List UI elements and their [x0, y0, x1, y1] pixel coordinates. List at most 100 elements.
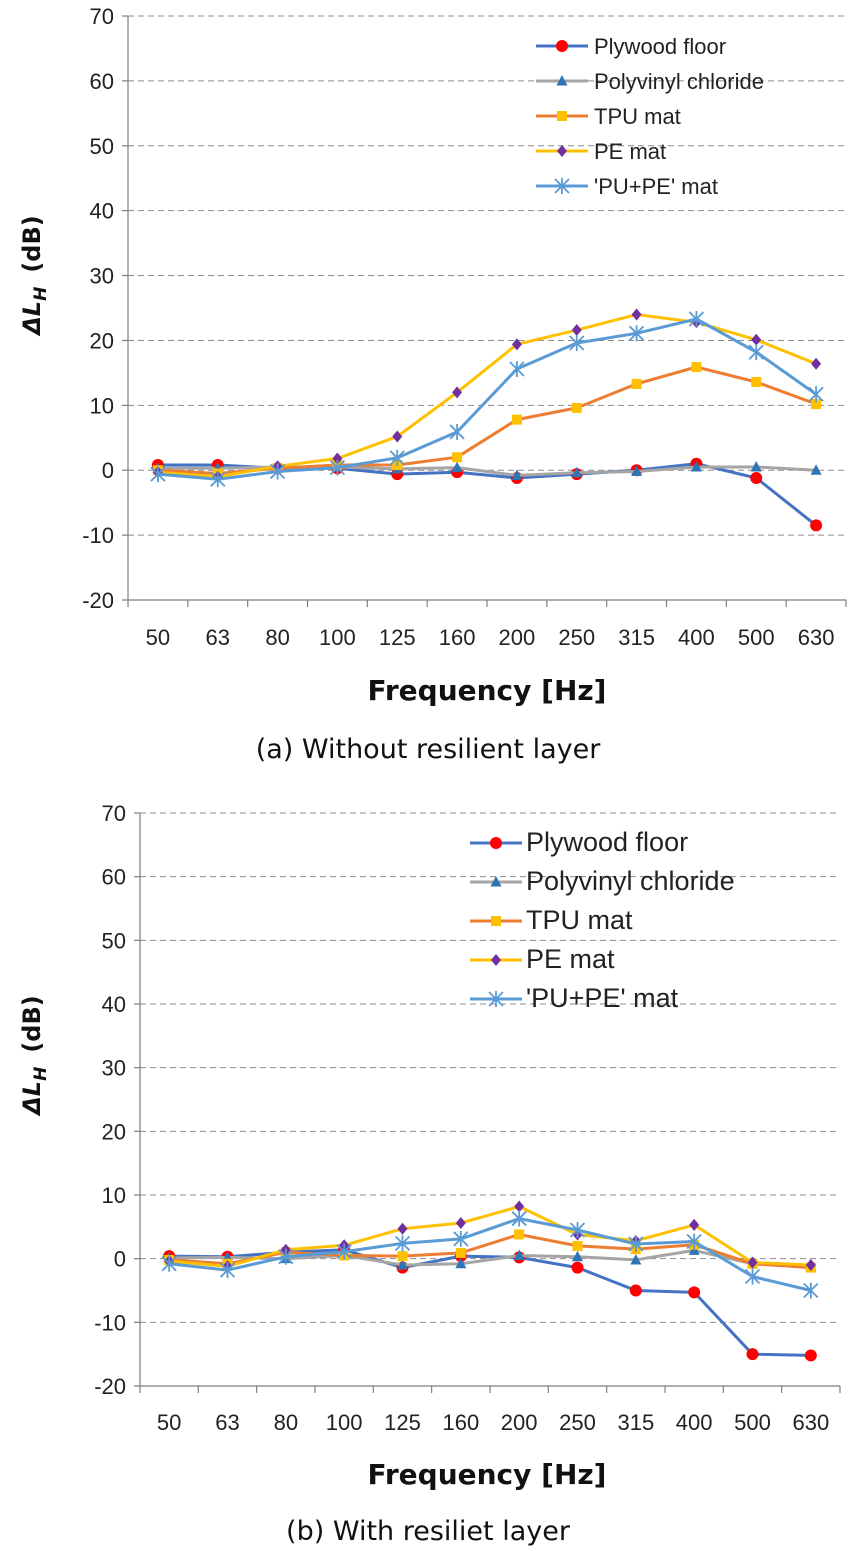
data-point-tpu-mat	[572, 1240, 583, 1251]
y-tick-label: 30	[90, 264, 114, 289]
data-point-polyvinyl-chloride	[511, 469, 523, 480]
legend-label: Polyvinyl chloride	[526, 866, 735, 896]
legend-label: PE mat	[594, 139, 666, 164]
data-point-tpu-mat	[691, 362, 702, 373]
data-point-tpu-mat	[811, 399, 822, 410]
data-point-pu-pe-mat	[210, 471, 226, 488]
x-tick-label: 315	[618, 625, 655, 650]
data-point-polyvinyl-chloride	[690, 460, 702, 472]
chart-b-x-tick-labels: 50 63 80 100 125 160 200 250 315 400 500 630	[157, 1410, 829, 1435]
x-tick-label: 500	[734, 1410, 771, 1435]
x-tick-label: 50	[146, 625, 170, 650]
series-pu-pe-mat	[150, 311, 824, 488]
legend-label: TPU mat	[526, 905, 633, 935]
chart-b-series	[161, 1200, 819, 1362]
y-tick-label: 30	[102, 1056, 126, 1081]
x-tick-label: 400	[678, 625, 715, 650]
legend-label: Plywood floor	[526, 827, 688, 857]
data-point-pu-pe-mat	[569, 335, 585, 352]
chart-b-plot-area	[140, 813, 840, 1386]
data-point-tpu-mat	[571, 402, 582, 413]
chart-a-y-axis-title: ΔLH (dB)	[18, 215, 51, 337]
chart-b-y-axis-title-main: ΔL	[18, 1081, 46, 1117]
data-point-pe-mat	[571, 324, 582, 337]
chart-a-x-tick-labels: 50 63 80 100 125 160 200 250 315 400 500 630	[146, 625, 835, 650]
chart-a-plot-area	[128, 16, 846, 600]
data-point-polyvinyl-chloride	[571, 466, 583, 478]
data-point-pu-pe-mat	[744, 1268, 761, 1285]
legend-label: PE mat	[526, 944, 615, 974]
data-point-pu-pe-mat	[509, 360, 525, 377]
data-point-pu-pe-mat	[449, 423, 465, 440]
chart-a-caption: (a) Without resilient layer	[256, 734, 602, 765]
chart-a-axes	[122, 15, 847, 607]
legend-label: TPU mat	[594, 104, 681, 129]
y-tick-label: -10	[94, 1310, 126, 1335]
chart-a-legend: Plywood floor Polyvinyl chloride TPU mat PE…	[536, 34, 764, 199]
data-point-tpu-mat	[452, 452, 463, 463]
y-tick-label: 40	[102, 992, 126, 1017]
legend-item-pe-mat: PE mat	[536, 139, 666, 164]
chart-b-caption: (b) With resiliet layer	[286, 1516, 571, 1547]
x-tick-label: 200	[501, 1410, 538, 1435]
chart-b: -20 -10 0 10 20 30 40 50 60 70 50 63 80 100 125 160 200…	[18, 801, 841, 1547]
y-tick-label: 70	[102, 801, 126, 826]
legend-item-polyvinyl-chloride: Polyvinyl chloride	[470, 866, 735, 896]
x-tick-label: 250	[559, 1410, 596, 1435]
chart-b-y-tick-labels: -20 -10 0 10 20 30 40 50 60 70	[94, 801, 126, 1399]
y-tick-label: 0	[114, 1247, 126, 1272]
data-point-plywood-floor	[629, 1284, 642, 1297]
data-point-pu-pe-mat	[569, 1222, 586, 1239]
data-point-polyvinyl-chloride	[513, 1249, 525, 1260]
chart-b-y-axis-title: ΔLH (dB)	[18, 995, 51, 1117]
legend-label: Plywood floor	[594, 34, 726, 59]
data-point-pu-pe-mat	[336, 1243, 352, 1260]
y-tick-label: 50	[102, 928, 126, 953]
data-point-tpu-mat	[511, 414, 522, 425]
data-point-pu-pe-mat	[808, 386, 824, 403]
data-point-pe-mat	[689, 1218, 700, 1231]
y-tick-label: 60	[90, 69, 114, 94]
data-point-plywood-floor	[688, 1286, 701, 1299]
data-point-pe-mat	[452, 386, 463, 399]
y-tick-label: 70	[90, 4, 114, 29]
x-tick-label: 500	[738, 625, 775, 650]
legend-swatch-marker	[557, 111, 567, 121]
chart-a-y-tick-labels: -20 -10 0 10 20 30 40 50 60 70	[82, 4, 114, 613]
x-tick-label: 63	[215, 1410, 239, 1435]
y-tick-label: 20	[90, 328, 114, 353]
chart-a-x-axis-title: Frequency [Hz]	[368, 674, 607, 707]
x-tick-label: 400	[676, 1410, 713, 1435]
data-point-pe-mat	[397, 1222, 408, 1235]
x-tick-label: 100	[319, 625, 356, 650]
x-tick-label: 100	[326, 1410, 363, 1435]
data-point-pu-pe-mat	[278, 1248, 294, 1265]
data-point-polyvinyl-chloride	[750, 460, 762, 472]
data-point-tpu-mat	[631, 378, 642, 389]
chart-b-y-axis-title-unit: (dB)	[18, 995, 46, 1052]
data-point-tpu-mat	[514, 1229, 525, 1240]
data-point-pu-pe-mat	[394, 1235, 411, 1252]
legend-label: 'PU+PE' mat	[594, 174, 718, 199]
legend-swatch-marker	[491, 954, 501, 966]
y-tick-label: -10	[82, 523, 114, 548]
chart-b-x-axis-title: Frequency [Hz]	[368, 1458, 607, 1491]
data-point-plywood-floor	[571, 1261, 584, 1274]
chart-a-y-axis-title-unit: (dB)	[18, 215, 46, 272]
data-point-tpu-mat	[455, 1247, 466, 1258]
chart-a-y-axis-title-main: ΔL	[18, 301, 46, 337]
chart-a: -20 -10 0 10 20 30 40 50 60 70 50 63 80 100 125 160 200…	[18, 4, 847, 765]
data-point-pu-pe-mat	[748, 344, 764, 361]
series-pu-pe-mat	[161, 1210, 819, 1299]
data-point-pu-pe-mat	[389, 449, 405, 466]
data-point-pu-pe-mat	[686, 1233, 702, 1250]
data-point-polyvinyl-chloride	[810, 464, 822, 475]
chart-a-series	[150, 308, 824, 532]
data-point-pu-pe-mat	[219, 1262, 236, 1279]
x-tick-label: 315	[617, 1410, 654, 1435]
data-point-pe-mat	[514, 1200, 525, 1213]
chart-a-y-axis-title-sub: H	[31, 287, 51, 301]
legend-swatch-marker	[491, 916, 501, 926]
data-point-pe-mat	[751, 333, 762, 346]
